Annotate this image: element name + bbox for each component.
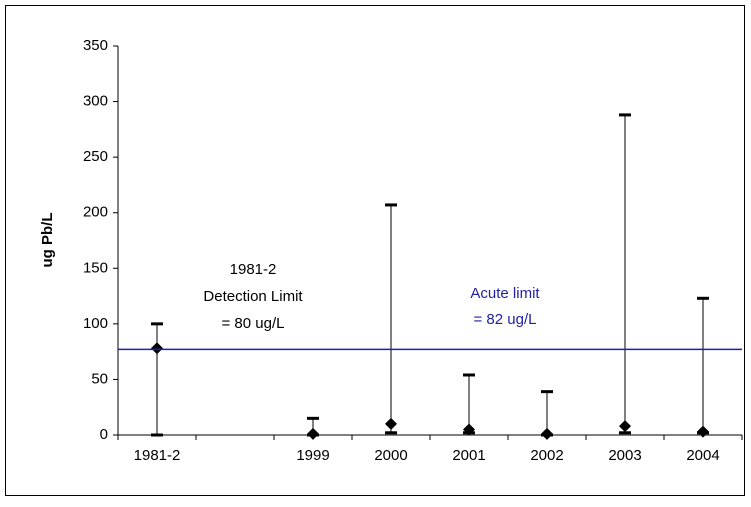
annotation: Detection Limit bbox=[203, 288, 303, 305]
y-tick-label: 150 bbox=[83, 259, 108, 276]
mean-marker bbox=[619, 420, 631, 433]
y-tick-label: 250 bbox=[83, 148, 108, 165]
x-tick-label: 2000 bbox=[374, 447, 407, 464]
annotation: Acute limit bbox=[470, 285, 540, 302]
y-tick-label: 0 bbox=[100, 426, 108, 443]
y-tick-label: 50 bbox=[91, 370, 108, 387]
y-axis-label: ug Pb/L bbox=[39, 213, 56, 268]
x-tick-label: 2004 bbox=[686, 447, 719, 464]
y-tick-label: 200 bbox=[83, 204, 108, 221]
x-tick-label: 2001 bbox=[452, 447, 485, 464]
mean-marker bbox=[463, 423, 475, 436]
mean-marker bbox=[385, 417, 397, 430]
x-tick-label: 1981-2 bbox=[134, 447, 181, 464]
x-tick-label: 1999 bbox=[296, 447, 329, 464]
annotation: 1981-2 bbox=[230, 261, 277, 278]
x-tick-label: 2003 bbox=[608, 447, 641, 464]
mean-marker bbox=[697, 425, 709, 438]
y-tick-label: 100 bbox=[83, 315, 108, 332]
mean-marker bbox=[541, 427, 553, 440]
x-tick-label: 2002 bbox=[530, 447, 563, 464]
annotation: = 80 ug/L bbox=[222, 315, 285, 332]
y-tick-label: 350 bbox=[83, 37, 108, 54]
mean-marker bbox=[151, 342, 163, 355]
mean-marker bbox=[307, 427, 319, 440]
annotation: = 82 ug/L bbox=[474, 311, 537, 328]
y-tick-label: 300 bbox=[83, 93, 108, 110]
chart-border bbox=[5, 5, 745, 496]
